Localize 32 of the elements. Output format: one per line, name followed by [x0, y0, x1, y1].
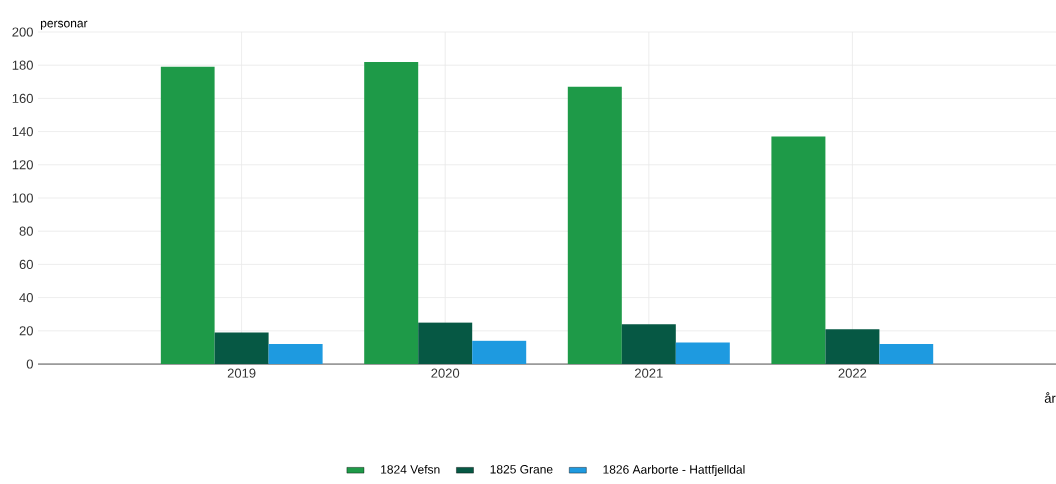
- y-tick-label: 200: [12, 27, 33, 37]
- x-axis-title: år: [1044, 392, 1056, 403]
- legend-label: 1824 Vefsn: [381, 464, 440, 474]
- y-tick-label: 100: [12, 193, 33, 203]
- bar: [567, 86, 622, 364]
- legend-label: 1825 Grane: [490, 465, 553, 474]
- y-axis-title: personar: [40, 20, 88, 30]
- y-tick-label: 0: [26, 359, 33, 369]
- y-tick-label: 20: [19, 326, 33, 336]
- x-tick-label: 2021: [635, 368, 663, 378]
- bar: [879, 344, 934, 364]
- bar: [160, 66, 215, 364]
- bar: [472, 340, 527, 364]
- y-tick-label: 120: [12, 160, 33, 170]
- bar: [771, 136, 826, 364]
- bar: [675, 342, 730, 364]
- bar: [825, 329, 880, 364]
- legend-label: 1826 Aarborte - Hattfjelldal: [603, 464, 745, 477]
- bar: [214, 332, 269, 364]
- bar: [364, 61, 419, 364]
- y-tick-label: 160: [12, 93, 33, 103]
- x-tick-label: 2019: [227, 368, 256, 378]
- y-tick-label: 80: [19, 226, 33, 236]
- y-tick-label: 40: [19, 292, 33, 303]
- y-tick-label: 140: [12, 126, 33, 137]
- x-tick-label: 2022: [838, 368, 867, 378]
- bar: [418, 322, 473, 364]
- x-tick-label: 2020: [431, 368, 460, 378]
- bar: [268, 344, 323, 364]
- bar: [621, 324, 676, 364]
- y-tick-label: 60: [19, 259, 33, 269]
- y-tick-label: 180: [12, 60, 33, 70]
